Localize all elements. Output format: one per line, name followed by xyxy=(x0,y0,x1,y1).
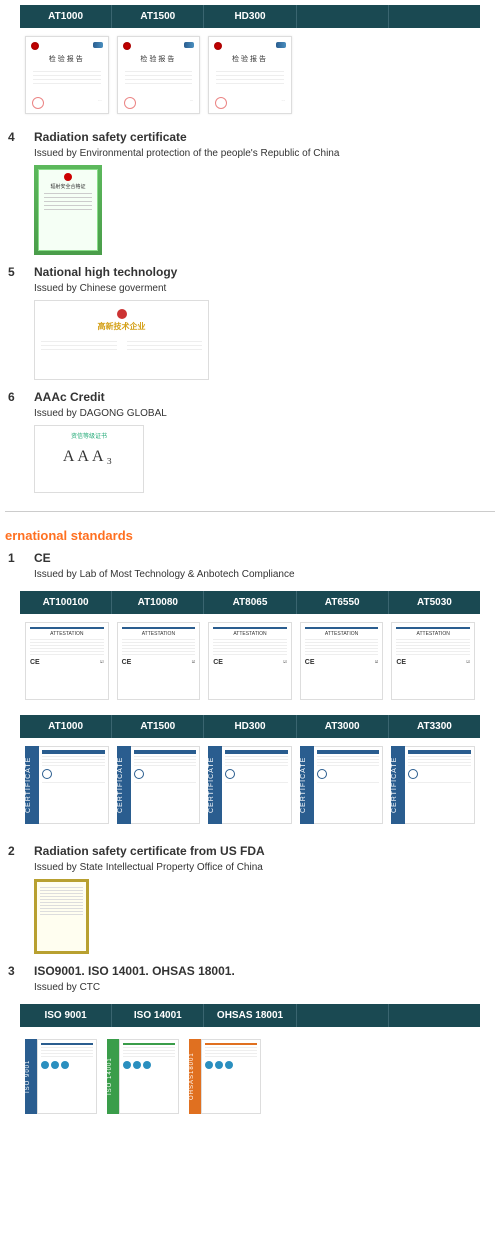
tab[interactable]: AT100100 xyxy=(20,591,112,614)
sec-sub: Issued by CTC xyxy=(0,980,500,999)
aaa-text: AAA₃ xyxy=(40,448,138,466)
tab-empty xyxy=(297,1004,389,1027)
section-5: 5 National high technology Issued by Chin… xyxy=(0,259,500,384)
wide-label: 高新技术企业 xyxy=(41,321,202,332)
tab[interactable]: AT6550 xyxy=(297,591,389,614)
strip-cert: CERTIFICATE xyxy=(300,746,384,824)
tab-row-top: AT1000 AT1500 HD300 xyxy=(20,5,480,28)
cert-thumb: 检验报告 ... xyxy=(25,36,109,114)
ce-tab-row-1: AT100100 AT10080 AT8065 AT6550 AT5030 xyxy=(20,591,480,614)
cert-title: 检验报告 xyxy=(29,54,105,64)
ce-cert: ATTESTATIONCE☑ xyxy=(208,622,292,700)
iso-cert: ISO 14001 xyxy=(107,1039,179,1114)
intl-section-3: 3 ISO9001. ISO 14001. OHSAS 18001. Issued… xyxy=(0,958,500,1122)
ce-cert: ATTESTATIONCE☑ xyxy=(300,622,384,700)
intl-heading: ernational standards xyxy=(0,526,500,545)
iso-cert-row: ISO 9001 ISO 14001 OHSAS18001 xyxy=(0,1035,500,1118)
tab-empty xyxy=(389,5,480,28)
tab-empty xyxy=(297,5,389,28)
stamp-icon xyxy=(32,97,44,109)
iso-cert: OHSAS18001 xyxy=(189,1039,261,1114)
sec-title: CE xyxy=(34,551,51,565)
sec-title: Radiation safety certificate from US FDA xyxy=(34,844,265,858)
wide-cert: 高新技术企业 xyxy=(34,300,209,380)
sec-title: AAAc Credit xyxy=(34,390,105,404)
sec-title: Radiation safety certificate xyxy=(34,130,187,144)
sec-num: 3 xyxy=(8,964,22,978)
seal-icon xyxy=(31,42,39,50)
tab[interactable]: ISO 9001 xyxy=(20,1004,112,1027)
aaa-label: 资信等级证书 xyxy=(40,431,138,440)
ce-cert: ATTESTATIONCE☑ xyxy=(391,622,475,700)
strip-cert: CERTIFICATE xyxy=(117,746,201,824)
ce-cert: ATTESTATIONCE☑ xyxy=(117,622,201,700)
sec-num: 5 xyxy=(8,265,22,279)
cert-thumb: 检验报告 ... xyxy=(208,36,292,114)
ce-cert: ATTESTATIONCE☑ xyxy=(25,622,109,700)
emblem-icon xyxy=(117,309,127,319)
tab[interactable]: ISO 14001 xyxy=(112,1004,204,1027)
iso-cert: ISO 9001 xyxy=(25,1039,97,1114)
green-cert: 辐射安全合格证 xyxy=(34,165,102,255)
aaa-cert: 资信等级证书 AAA₃ xyxy=(34,425,144,493)
logo-icon xyxy=(93,42,103,48)
cert-thumb: 检验报告 ... xyxy=(117,36,201,114)
green-label: 辐射安全合格证 xyxy=(42,183,94,190)
sec-title: National high technology xyxy=(34,265,177,279)
tab-empty xyxy=(389,1004,480,1027)
sec-num: 6 xyxy=(8,390,22,404)
tab[interactable]: AT1000 xyxy=(20,5,112,28)
emblem-icon xyxy=(64,173,72,181)
tab[interactable]: AT1500 xyxy=(112,715,204,738)
section-6: 6 AAAc Credit Issued by DAGONG GLOBAL 资信等… xyxy=(0,384,500,497)
tab[interactable]: AT10080 xyxy=(112,591,204,614)
strip-cert: CERTIFICATE xyxy=(25,746,109,824)
intl-section-1: 1 CE Issued by Lab of Most Technology & A… xyxy=(0,545,500,838)
tab[interactable]: OHSAS 18001 xyxy=(204,1004,296,1027)
cert-row: 检验报告 ... 检验报告 ... 检验报告 ... xyxy=(0,36,500,124)
fda-cert xyxy=(34,879,89,954)
ce-tab-row-2: AT1000 AT1500 HD300 AT3000 AT3300 xyxy=(20,715,480,738)
iso-tab-row: ISO 9001 ISO 14001 OHSAS 18001 xyxy=(20,1004,480,1027)
sec-num: 1 xyxy=(8,551,22,565)
sec-num: 2 xyxy=(8,844,22,858)
sec-sub: Issued by Environmental protection of th… xyxy=(0,146,500,165)
sec-sub: Issued by Chinese goverment xyxy=(0,281,500,300)
sec-title: ISO9001. ISO 14001. OHSAS 18001. xyxy=(34,964,235,978)
divider xyxy=(5,511,495,512)
tab[interactable]: AT5030 xyxy=(389,591,480,614)
sec-num: 4 xyxy=(8,130,22,144)
strip-cert: CERTIFICATE xyxy=(208,746,292,824)
sec-sub: Issued by DAGONG GLOBAL xyxy=(0,406,500,425)
tab[interactable]: AT1500 xyxy=(112,5,204,28)
intl-section-2: 2 Radiation safety certificate from US FD… xyxy=(0,838,500,958)
tab[interactable]: HD300 xyxy=(204,5,296,28)
tab[interactable]: AT1000 xyxy=(20,715,112,738)
ce-cert-row-2: CERTIFICATE CERTIFICATE CERTIFICATE CERT… xyxy=(0,746,500,834)
section-4: 4 Radiation safety certificate Issued by … xyxy=(0,124,500,259)
ce-cert-row-1: ATTESTATIONCE☑ ATTESTATIONCE☑ ATTESTATIO… xyxy=(0,622,500,710)
sec-sub: Issued by Lab of Most Technology & Anbot… xyxy=(0,567,500,586)
tab[interactable]: AT3000 xyxy=(297,715,389,738)
strip-cert: CERTIFICATE xyxy=(391,746,475,824)
tab[interactable]: AT3300 xyxy=(389,715,480,738)
tab[interactable]: HD300 xyxy=(204,715,296,738)
sec-sub: Issued by State Intellectual Property Of… xyxy=(0,860,500,879)
tab[interactable]: AT8065 xyxy=(204,591,296,614)
